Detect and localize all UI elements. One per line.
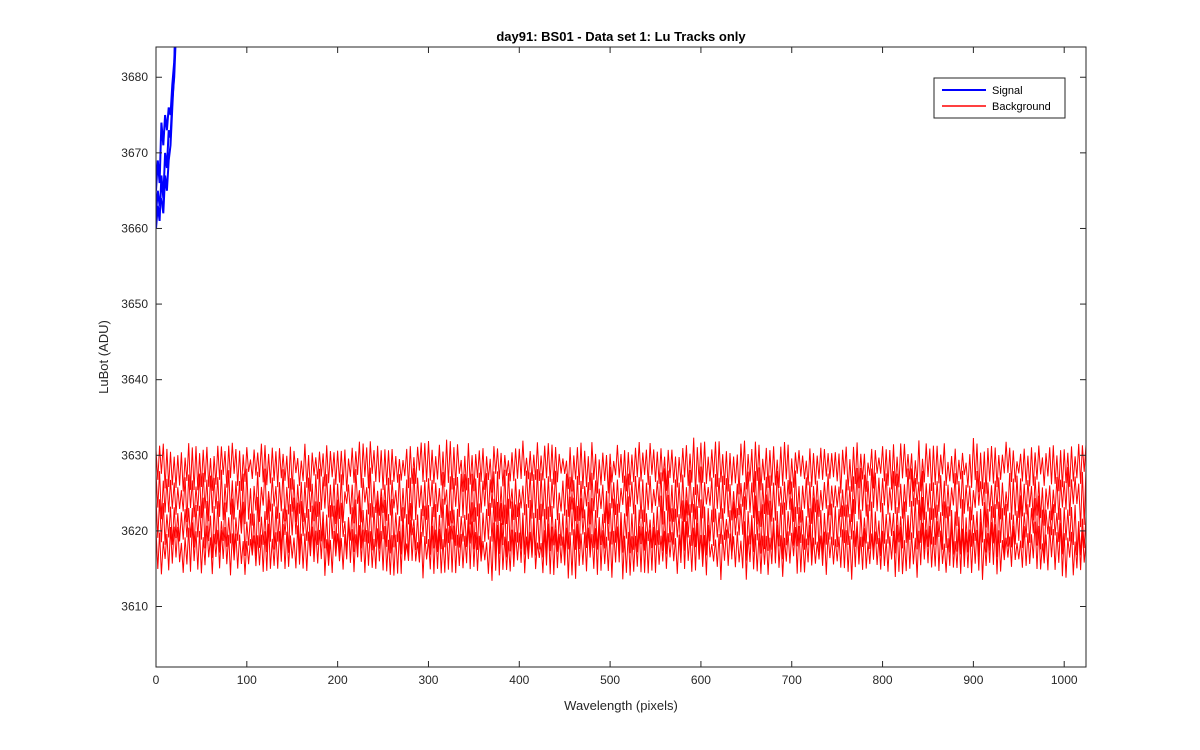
x-tick-label: 800 xyxy=(873,673,893,687)
signal-trace-1 xyxy=(156,47,176,191)
legend: Signal Background xyxy=(933,77,1066,119)
y-axis: 3610 3620 3630 3640 3650 3660 3670 3680 xyxy=(121,70,1086,614)
background-trace-0 xyxy=(156,437,1086,495)
x-tick-label: 100 xyxy=(237,673,257,687)
chart-title: day91: BS01 - Data set 1: Lu Tracks only xyxy=(496,29,746,44)
x-tick-label: 0 xyxy=(153,673,160,687)
plot-frame xyxy=(155,46,1087,668)
y-tick-label: 3630 xyxy=(121,448,148,462)
x-tick-label: 1000 xyxy=(1051,673,1078,687)
x-tick-label: 500 xyxy=(600,673,620,687)
plot-area xyxy=(156,47,1086,667)
y-tick-label: 3620 xyxy=(121,524,148,538)
y-axis-label: LuBot (ADU) xyxy=(96,320,111,394)
x-tick-label: 600 xyxy=(691,673,711,687)
background-series xyxy=(156,437,1086,581)
legend-background-label: Background xyxy=(992,101,1051,113)
y-tick-label: 3640 xyxy=(121,373,148,387)
y-tick-label: 3650 xyxy=(121,297,148,311)
x-tick-label: 900 xyxy=(963,673,983,687)
y-tick-label: 3610 xyxy=(121,600,148,614)
x-tick-label: 400 xyxy=(509,673,529,687)
signal-trace-2 xyxy=(156,47,176,214)
legend-signal-label: Signal xyxy=(992,85,1023,97)
y-tick-label: 3660 xyxy=(121,221,148,235)
x-axis: 0 100 200 300 400 500 600 700 800 900 1000 xyxy=(153,47,1078,687)
x-tick-label: 300 xyxy=(418,673,438,687)
legend-box xyxy=(933,77,1066,119)
background-trace-1 xyxy=(156,466,1086,528)
background-trace-2 xyxy=(156,494,1086,561)
x-axis-label: Wavelength (pixels) xyxy=(564,698,678,713)
signal-series xyxy=(156,47,177,229)
x-tick-label: 700 xyxy=(782,673,802,687)
background-trace-3 xyxy=(156,519,1086,581)
x-tick-label: 200 xyxy=(328,673,348,687)
y-tick-label: 3670 xyxy=(121,146,148,160)
y-tick-label: 3680 xyxy=(121,70,148,84)
